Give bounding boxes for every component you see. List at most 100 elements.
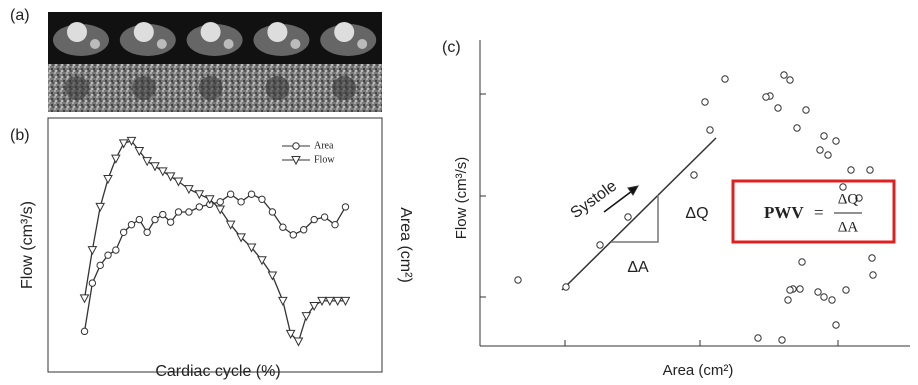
mri-vessel <box>201 22 221 42</box>
mri-images <box>48 12 382 112</box>
data-point <box>151 163 159 171</box>
annotation: ΔQ <box>685 205 708 222</box>
data-point <box>302 313 310 321</box>
data-point <box>136 216 142 222</box>
data-point <box>787 287 793 293</box>
data-point <box>787 77 793 83</box>
panel-label: (b) <box>10 127 30 144</box>
data-point <box>167 173 175 181</box>
data-point <box>159 168 167 176</box>
panel-label: (c) <box>442 39 461 56</box>
data-point <box>775 105 781 111</box>
data-point <box>815 289 821 295</box>
data-point <box>301 227 307 233</box>
data-point <box>186 209 192 215</box>
data-point <box>869 255 875 261</box>
data-point <box>88 247 96 255</box>
data-point <box>825 152 831 158</box>
formula-lhs: PWV <box>764 203 804 222</box>
data-point <box>332 221 338 227</box>
data-point <box>833 322 839 328</box>
mri-phase <box>132 76 156 100</box>
data-point <box>867 167 873 173</box>
data-point <box>144 229 150 235</box>
mri-vessel <box>67 22 87 42</box>
data-point <box>781 72 787 78</box>
data-point <box>803 107 809 113</box>
data-point <box>217 199 223 205</box>
data-point <box>597 242 603 248</box>
data-point <box>185 186 193 194</box>
data-point <box>279 297 287 305</box>
data-point <box>840 184 846 190</box>
legend-label: Area <box>314 140 334 151</box>
mri-vessel <box>157 39 167 49</box>
mri-phase <box>332 76 356 100</box>
data-point <box>342 204 348 210</box>
data-point <box>321 214 327 220</box>
data-point <box>89 280 95 286</box>
x-axis-label: Cardiac cycle (%) <box>155 363 280 380</box>
mri-vessel <box>290 39 300 49</box>
data-point <box>280 224 286 230</box>
data-point <box>248 191 254 197</box>
data-point <box>196 204 202 210</box>
data-point <box>829 297 835 303</box>
data-point <box>702 99 708 105</box>
data-point <box>563 284 569 290</box>
mri-vessel <box>134 22 154 42</box>
figure: (a) (b) Cardiac cycle (%) Flow (cm³/s) Area… <box>0 0 918 385</box>
data-point <box>143 158 151 166</box>
data-point <box>755 335 761 341</box>
data-point <box>785 297 791 303</box>
y2-axis-label: Area (cm²) <box>397 207 414 283</box>
data-point <box>259 196 265 202</box>
data-point <box>227 191 233 197</box>
data-point <box>295 338 303 346</box>
mri-vessel <box>224 39 234 49</box>
data-point <box>870 272 876 278</box>
data-point <box>113 247 119 253</box>
data-point <box>515 277 521 283</box>
mri-vessel <box>90 39 100 49</box>
data-point <box>104 175 112 183</box>
data-point <box>821 133 827 139</box>
data-point <box>120 229 126 235</box>
formula-num: ΔQ <box>838 191 859 207</box>
data-point <box>707 127 713 133</box>
data-point <box>105 252 111 258</box>
data-point <box>238 199 244 205</box>
data-point <box>794 125 800 131</box>
data-point <box>152 216 158 222</box>
data-point <box>112 155 120 163</box>
data-point <box>722 76 728 82</box>
data-point <box>120 140 128 148</box>
mri-phase <box>265 76 289 100</box>
x-axis-label: Area (cm²) <box>663 362 734 379</box>
data-point <box>175 209 181 215</box>
mri-vessel <box>267 22 287 42</box>
annotation: ΔA <box>627 259 649 276</box>
data-point <box>81 295 89 303</box>
data-point <box>833 138 839 144</box>
data-point <box>311 216 317 222</box>
data-point <box>167 219 173 225</box>
mri-phase <box>199 76 223 100</box>
data-point <box>691 172 697 178</box>
data-point <box>195 191 203 199</box>
data-point <box>763 94 769 100</box>
mri-vessel <box>357 39 367 49</box>
data-point <box>817 147 823 153</box>
mri-phase <box>65 76 89 100</box>
data-point <box>779 337 785 343</box>
panel-label: (a) <box>10 7 30 24</box>
data-point <box>96 203 104 211</box>
data-point <box>128 221 134 227</box>
data-point <box>160 211 166 217</box>
formula-den: ΔA <box>838 219 859 235</box>
mri-vessel <box>334 22 354 42</box>
data-point <box>174 178 182 186</box>
y-axis-label: Flow (cm³/s) <box>19 201 36 289</box>
data-point <box>799 259 805 265</box>
series-line <box>85 194 346 331</box>
